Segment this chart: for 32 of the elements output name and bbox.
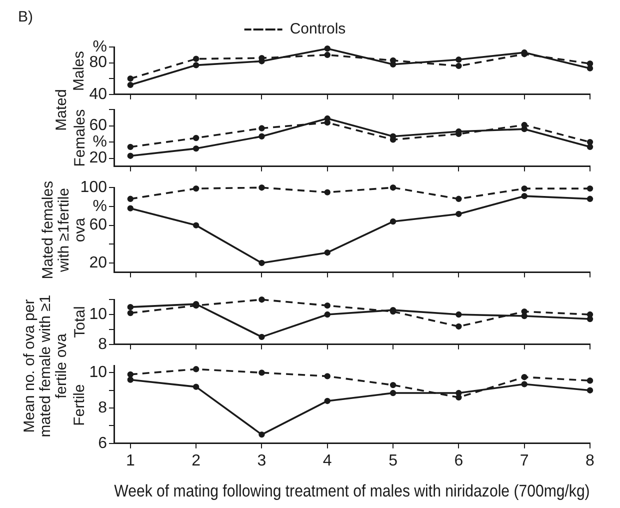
- y-tick-label: %: [92, 198, 107, 215]
- y-tick-label: 8: [98, 399, 108, 416]
- text: Mated: [53, 88, 70, 132]
- y-tick-label: 40: [89, 86, 108, 103]
- y-tick-label: 10: [89, 364, 108, 382]
- y-tick-label: 60: [89, 216, 108, 234]
- x-tick-label: 6: [454, 452, 464, 470]
- x-axis-title: Week of mating following treatment of males with niridazole (700mg/kg): [114, 482, 590, 501]
- x-tick-label: 3: [257, 452, 266, 470]
- y-tick-label: %: [92, 133, 107, 150]
- x-tick-label: 8: [586, 452, 595, 470]
- y-tick-label: 8: [98, 336, 108, 353]
- y-tick-label: 20: [89, 150, 108, 167]
- y-tick-label: 80: [89, 54, 108, 72]
- x-tick-label: 1: [126, 452, 135, 470]
- x-tick-label: 4: [322, 452, 332, 470]
- y-tick-label: 10: [89, 306, 108, 323]
- y-tick-label: %: [92, 38, 107, 56]
- y-tick-label: 20: [89, 254, 108, 272]
- text: Mean no. of ova per mated female with ≥1 fertile ova: [21, 293, 70, 439]
- x-tick-label: 7: [520, 452, 529, 470]
- x-tick-label: 5: [388, 452, 398, 470]
- y-axis-title: Females: [70, 108, 88, 169]
- chart-title: B): [18, 8, 34, 26]
- y-tick-label: 60: [89, 117, 108, 134]
- y-tick-label: 6: [98, 434, 108, 452]
- y-tick-label: 100: [80, 179, 108, 196]
- y-axis-title: Fertile: [70, 382, 88, 428]
- y-axis-title: Total: [70, 305, 88, 340]
- legend-label: Controls: [290, 20, 346, 38]
- y-axis-title: Males: [70, 50, 88, 93]
- x-tick-label: 2: [192, 452, 201, 470]
